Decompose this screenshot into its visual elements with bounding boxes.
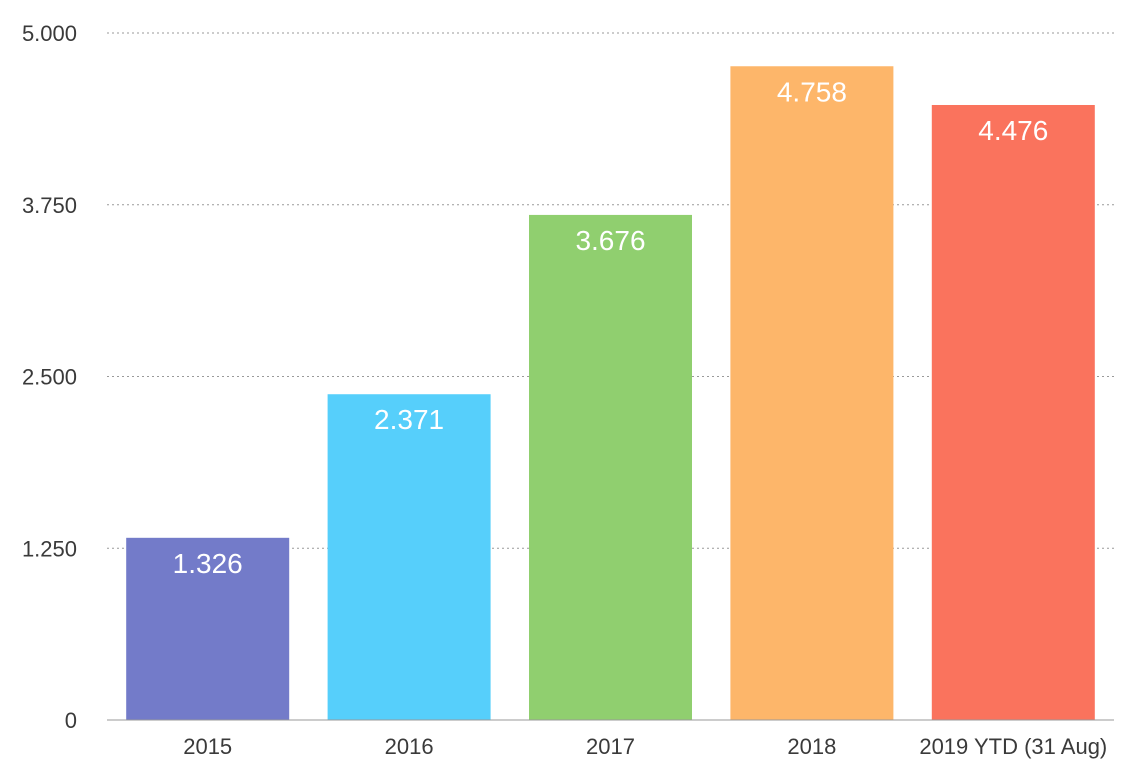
x-tick-label: 2015 <box>183 734 232 759</box>
y-tick-label: 5.000 <box>22 21 77 46</box>
bar-2018 <box>730 66 894 721</box>
y-axis-ticks: 0 1.250 2.500 3.750 5.000 <box>22 21 77 733</box>
x-tick-label: 2017 <box>586 734 635 759</box>
data-labels: 1.326 2.371 3.676 4.758 4.476 <box>173 76 1049 579</box>
bar-2015 <box>126 537 290 720</box>
bar-2016 <box>327 394 491 720</box>
bar-value-label: 2.371 <box>374 404 444 435</box>
bar-value-label: 4.476 <box>978 115 1048 146</box>
x-axis-ticks: 2015 2016 2017 2018 2019 YTD (31 Aug) <box>183 734 1107 759</box>
x-tick-label: 2018 <box>787 734 836 759</box>
bar-value-label: 1.326 <box>173 548 243 579</box>
y-tick-label: 2.500 <box>22 365 77 390</box>
bar-2019-ytd-31-aug <box>931 104 1095 720</box>
x-tick-label: 2019 YTD (31 Aug) <box>919 734 1107 759</box>
bar-value-label: 4.758 <box>777 76 847 107</box>
bar-2017 <box>529 214 692 720</box>
x-tick-label: 2016 <box>385 734 434 759</box>
y-tick-label: 0 <box>65 708 77 733</box>
bars <box>126 66 1095 721</box>
y-tick-label: 3.750 <box>22 193 77 218</box>
bar-value-label: 3.676 <box>575 225 645 256</box>
y-tick-label: 1.250 <box>22 536 77 561</box>
